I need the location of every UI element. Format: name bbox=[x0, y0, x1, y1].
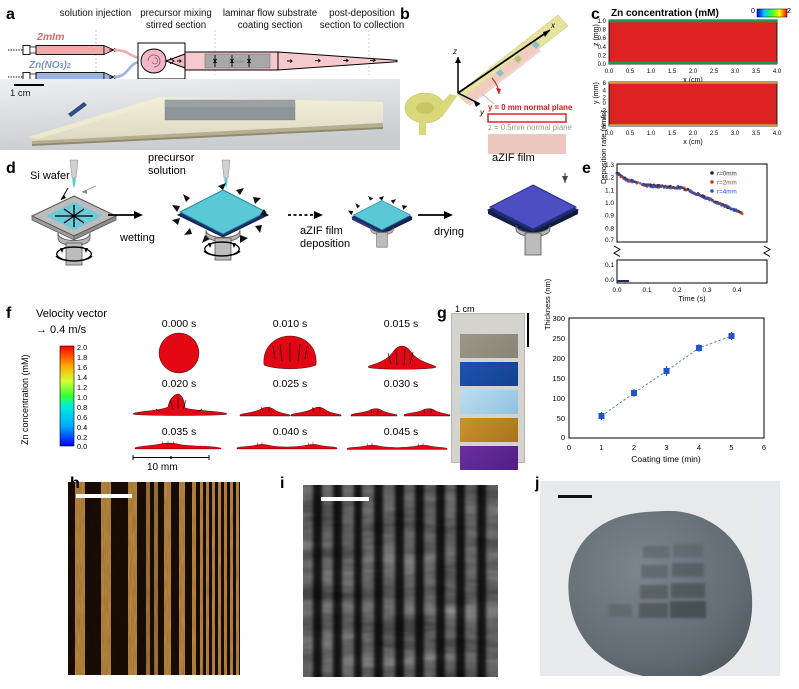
svg-text:r=2mm: r=2mm bbox=[717, 179, 737, 186]
svg-text:z = 0.5mm normal plane: z = 0.5mm normal plane bbox=[488, 123, 572, 132]
svg-text:250: 250 bbox=[552, 334, 565, 343]
svg-text:0.4: 0.4 bbox=[77, 423, 87, 432]
svg-text:1.5: 1.5 bbox=[668, 69, 677, 75]
svg-text:0.6: 0.6 bbox=[77, 413, 87, 422]
svg-text:3: 3 bbox=[664, 443, 668, 452]
svg-text:2.5: 2.5 bbox=[710, 69, 719, 75]
svg-text:200: 200 bbox=[552, 354, 565, 363]
svg-text:1.0: 1.0 bbox=[647, 131, 656, 137]
svg-text:6: 6 bbox=[762, 443, 766, 452]
svg-text:3.0: 3.0 bbox=[731, 69, 740, 75]
svg-text:0.9: 0.9 bbox=[605, 213, 614, 220]
svg-text:100: 100 bbox=[552, 394, 565, 403]
svg-text:r=4mm: r=4mm bbox=[717, 188, 737, 195]
svg-text:5: 5 bbox=[729, 443, 733, 452]
svg-text:3.5: 3.5 bbox=[752, 131, 761, 137]
svg-text:0.2: 0.2 bbox=[77, 433, 87, 442]
svg-text:2.5: 2.5 bbox=[710, 131, 719, 137]
svg-text:0.2: 0.2 bbox=[598, 53, 607, 59]
svg-text:3.0: 3.0 bbox=[731, 131, 740, 137]
svg-text:0.8: 0.8 bbox=[598, 28, 607, 34]
svg-text:4.0: 4.0 bbox=[773, 131, 782, 137]
svg-text:1.0: 1.0 bbox=[77, 393, 87, 402]
svg-text:0.8: 0.8 bbox=[605, 225, 614, 232]
svg-text:0.0: 0.0 bbox=[612, 287, 621, 294]
svg-text:r=0mm: r=0mm bbox=[717, 170, 737, 177]
svg-text:Coating time (min): Coating time (min) bbox=[631, 454, 701, 464]
svg-text:2.0: 2.0 bbox=[689, 131, 698, 137]
svg-text:0.5: 0.5 bbox=[626, 69, 635, 75]
svg-text:0: 0 bbox=[567, 443, 571, 452]
svg-text:z: z bbox=[452, 47, 457, 56]
svg-text:1.5: 1.5 bbox=[668, 131, 677, 137]
svg-text:300: 300 bbox=[552, 314, 565, 323]
svg-text:150: 150 bbox=[552, 374, 565, 383]
svg-text:4.0: 4.0 bbox=[773, 69, 782, 75]
svg-text:y = 0 mm normal plane: y = 0 mm normal plane bbox=[488, 103, 573, 112]
svg-text:0.0: 0.0 bbox=[598, 62, 607, 68]
svg-text:0.5: 0.5 bbox=[626, 131, 635, 137]
svg-text:0.3: 0.3 bbox=[702, 287, 711, 294]
svg-text:1.3: 1.3 bbox=[605, 162, 614, 169]
svg-text:1.4: 1.4 bbox=[77, 373, 87, 382]
svg-text:1.2: 1.2 bbox=[605, 175, 614, 182]
svg-text:y: y bbox=[479, 108, 485, 117]
svg-text:0.0: 0.0 bbox=[77, 442, 87, 451]
svg-text:1: 1 bbox=[599, 443, 603, 452]
svg-text:3.5: 3.5 bbox=[752, 69, 761, 75]
svg-text:0.4: 0.4 bbox=[598, 45, 607, 51]
svg-text:4: 4 bbox=[697, 443, 701, 452]
svg-text:1.8: 1.8 bbox=[77, 353, 87, 362]
svg-text:2: 2 bbox=[632, 443, 636, 452]
svg-text:0.6: 0.6 bbox=[598, 36, 607, 42]
svg-text:0.7: 0.7 bbox=[605, 237, 614, 244]
svg-text:50: 50 bbox=[557, 414, 565, 423]
svg-text:0.4: 0.4 bbox=[732, 287, 741, 294]
svg-text:0.0: 0.0 bbox=[605, 69, 614, 75]
svg-text:x (cm): x (cm) bbox=[683, 139, 702, 146]
svg-text:1.6: 1.6 bbox=[77, 363, 87, 372]
svg-text:1.2: 1.2 bbox=[77, 383, 87, 392]
svg-text:0.2: 0.2 bbox=[672, 287, 681, 294]
svg-text:2.0: 2.0 bbox=[77, 343, 87, 352]
svg-text:0.0: 0.0 bbox=[605, 277, 614, 284]
svg-text:6: 6 bbox=[603, 81, 607, 87]
svg-text:1.1: 1.1 bbox=[605, 187, 614, 194]
svg-text:1.0: 1.0 bbox=[605, 200, 614, 207]
svg-text:0.8: 0.8 bbox=[77, 403, 87, 412]
svg-text:0.1: 0.1 bbox=[605, 262, 614, 269]
svg-text:2.0: 2.0 bbox=[689, 69, 698, 75]
svg-text:0: 0 bbox=[561, 433, 565, 442]
svg-text:0.1: 0.1 bbox=[642, 287, 651, 294]
svg-text:1.0: 1.0 bbox=[647, 69, 656, 75]
